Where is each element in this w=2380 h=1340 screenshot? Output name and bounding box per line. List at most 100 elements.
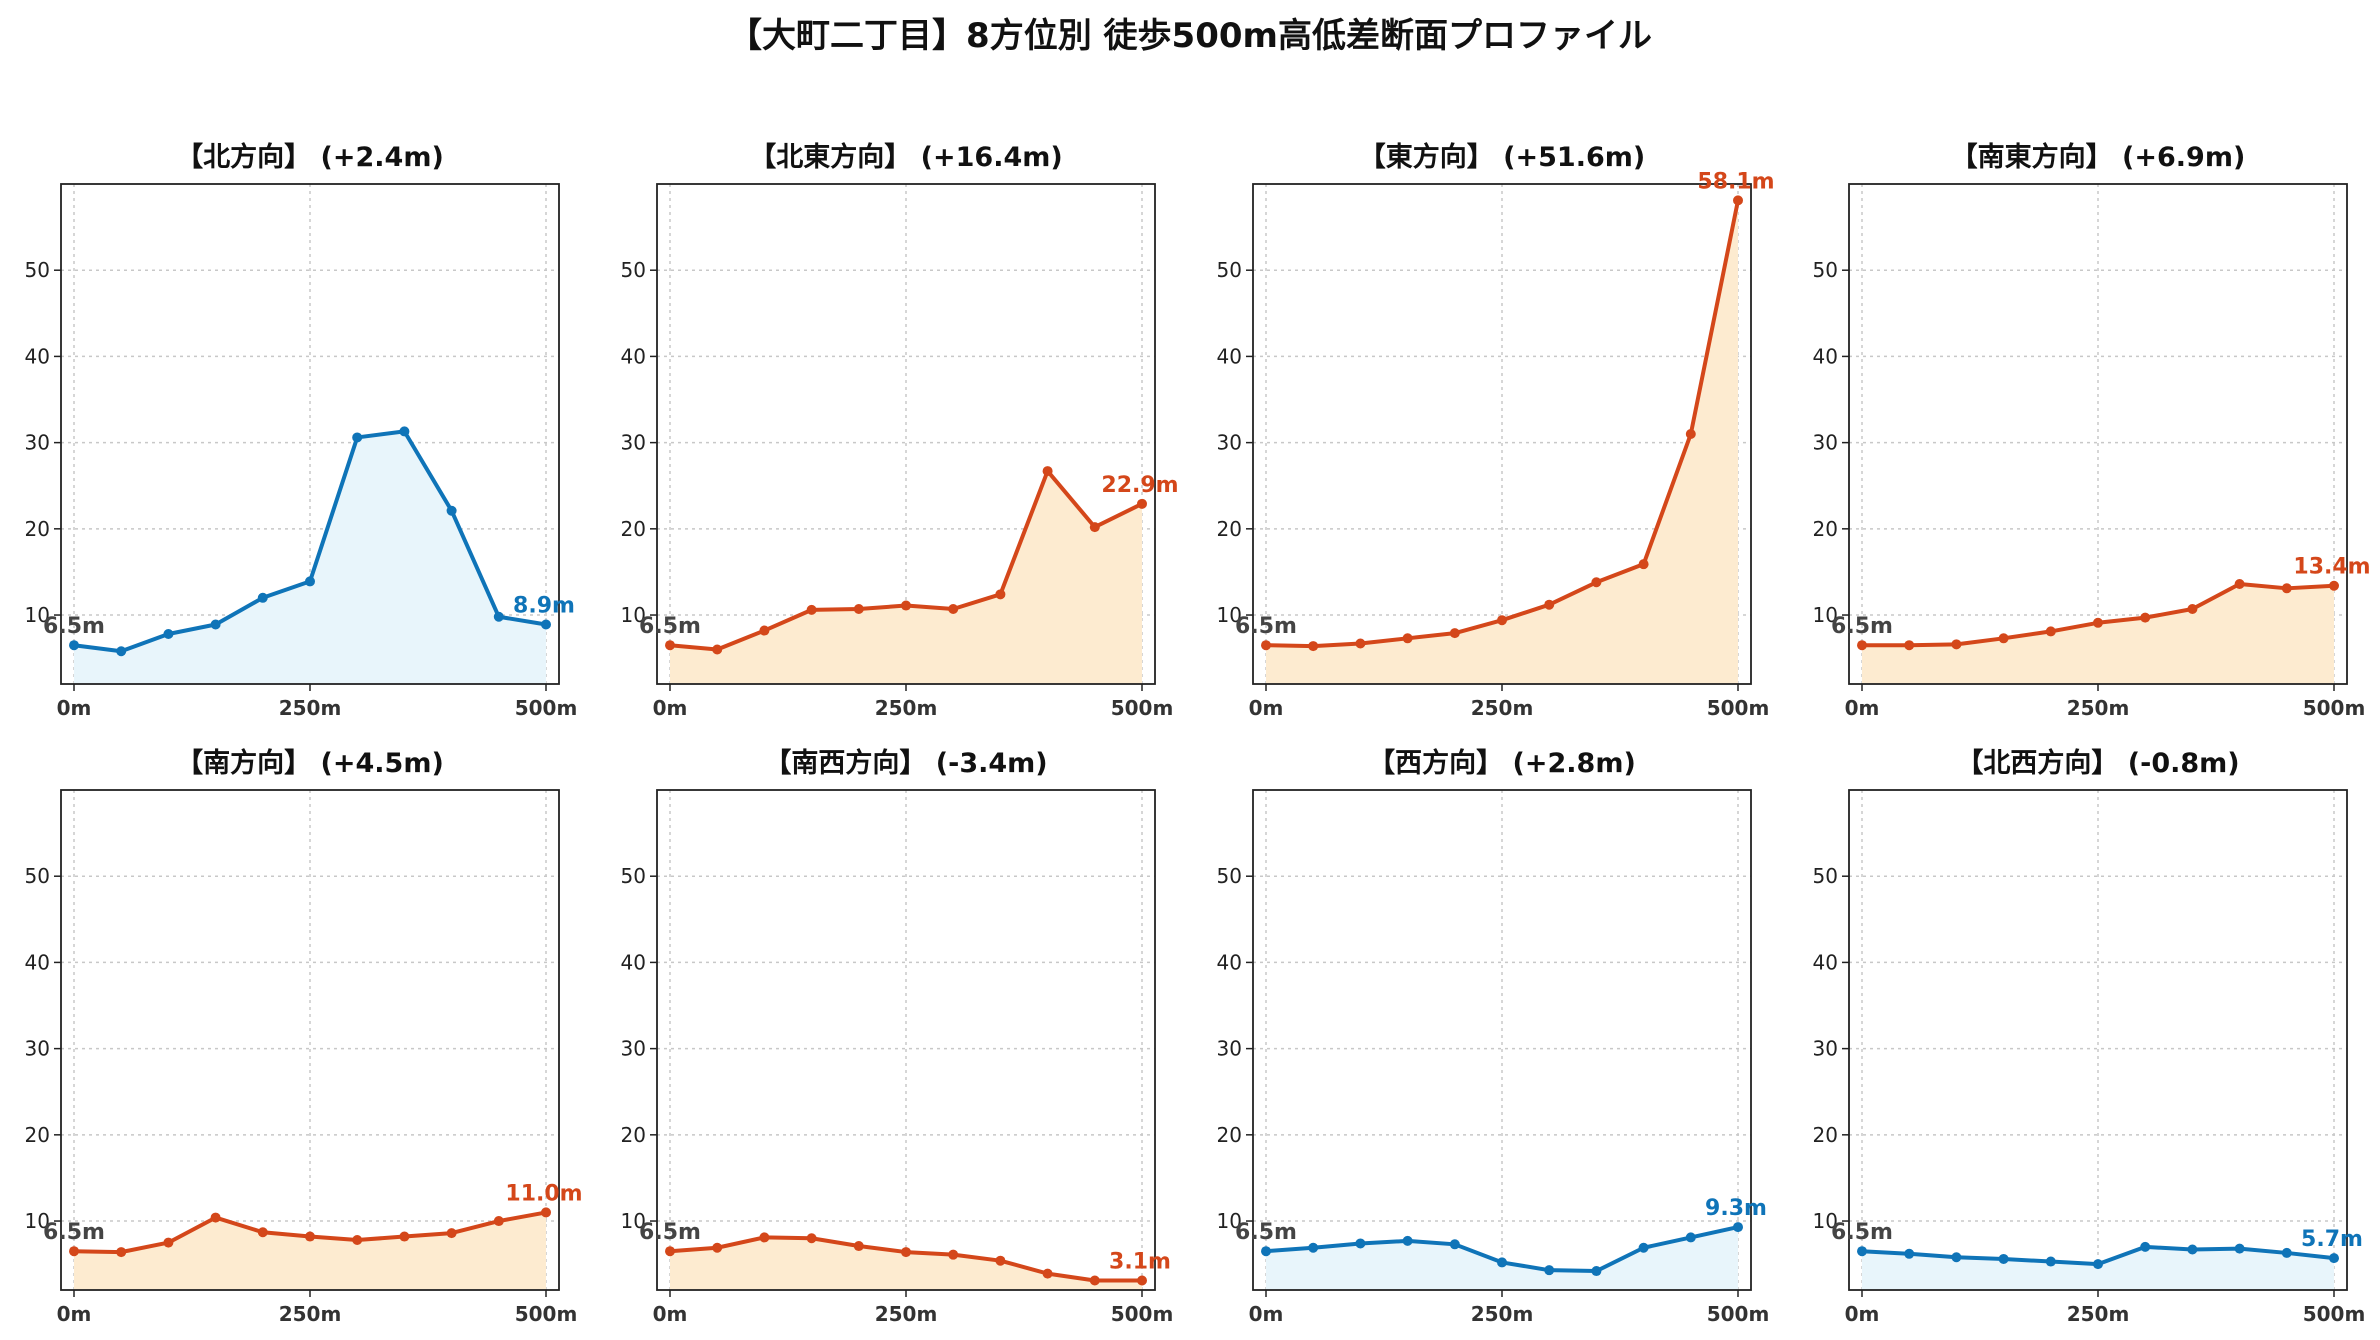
end-elevation-label: 11.0m: [505, 1181, 582, 1206]
data-point: [541, 1207, 551, 1218]
data-point: [1544, 599, 1555, 610]
start-elevation-label: 6.5m: [1235, 614, 1297, 639]
data-point: [446, 505, 457, 516]
y-tick-label: 10: [25, 603, 50, 627]
y-tick-label: 50: [1813, 864, 1838, 888]
data-point: [1261, 640, 1271, 651]
x-tick-label: 250m: [875, 1302, 938, 1326]
data-point: [1857, 640, 1867, 651]
data-point: [305, 1231, 315, 1242]
data-point: [1857, 1246, 1867, 1257]
start-elevation-label: 6.5m: [1831, 614, 1893, 639]
data-point: [665, 640, 675, 651]
data-point: [2045, 1256, 2056, 1267]
y-tick-label: 20: [1813, 517, 1838, 541]
data-point: [1355, 638, 1366, 649]
data-point: [2329, 580, 2339, 591]
data-point: [1733, 195, 1743, 206]
x-tick-label: 250m: [279, 696, 342, 720]
data-point: [210, 1212, 221, 1223]
data-point: [257, 592, 268, 603]
x-tick-label: 500m: [2303, 1302, 2366, 1326]
data-point: [1638, 1242, 1649, 1253]
data-point: [1638, 559, 1649, 570]
y-tick-label: 30: [621, 431, 646, 455]
start-elevation-label: 6.5m: [1235, 1220, 1297, 1245]
end-elevation-label: 9.3m: [1705, 1196, 1767, 1221]
data-point: [2140, 1241, 2151, 1252]
data-point: [257, 1227, 268, 1238]
data-point: [1544, 1265, 1555, 1276]
x-tick-label: 0m: [1845, 1302, 1880, 1326]
y-tick-label: 50: [1217, 864, 1242, 888]
data-point: [1308, 1242, 1319, 1253]
data-point: [163, 1237, 174, 1248]
plot-frame: [656, 183, 1156, 685]
x-tick-label: 500m: [1111, 1302, 1174, 1326]
data-point: [69, 640, 79, 651]
y-tick-label: 10: [1813, 1209, 1838, 1233]
data-point: [1497, 615, 1507, 626]
y-tick-label: 10: [621, 603, 646, 627]
end-elevation-label: 3.1m: [1109, 1250, 1171, 1275]
y-tick-label: 30: [25, 431, 50, 455]
plot-frame: [1252, 789, 1752, 1291]
panel-title: 【南西方向】 (-3.4m): [764, 747, 1047, 779]
y-tick-label: 30: [1813, 1037, 1838, 1061]
y-tick-label: 30: [621, 1037, 646, 1061]
data-point: [995, 589, 1006, 600]
data-point: [712, 644, 723, 655]
data-point: [1449, 628, 1460, 639]
x-tick-label: 250m: [1471, 696, 1534, 720]
data-point: [1591, 1266, 1602, 1277]
data-point: [1951, 639, 1962, 650]
data-point: [1685, 1232, 1696, 1243]
data-point: [2234, 1243, 2245, 1254]
x-tick-label: 500m: [2303, 696, 2366, 720]
data-point: [759, 1232, 770, 1243]
data-point: [69, 1246, 79, 1257]
y-tick-label: 40: [25, 344, 50, 368]
data-point: [806, 1233, 817, 1244]
y-tick-label: 40: [1813, 950, 1838, 974]
end-elevation-label: 5.7m: [2301, 1227, 2363, 1252]
y-tick-label: 50: [621, 864, 646, 888]
data-point: [2045, 626, 2056, 637]
start-elevation-label: 6.5m: [43, 614, 105, 639]
data-point: [2281, 583, 2292, 594]
x-tick-label: 0m: [57, 696, 92, 720]
data-point: [399, 1231, 410, 1242]
data-point: [1261, 1246, 1271, 1257]
y-tick-label: 30: [1813, 431, 1838, 455]
x-tick-label: 500m: [515, 696, 578, 720]
x-tick-label: 250m: [875, 696, 938, 720]
y-tick-label: 50: [1217, 258, 1242, 282]
data-point: [1685, 429, 1696, 439]
data-point: [901, 1247, 911, 1258]
x-tick-label: 500m: [515, 1302, 578, 1326]
y-tick-label: 10: [621, 1209, 646, 1233]
data-point: [2329, 1253, 2339, 1264]
plot-frame: [1848, 183, 2348, 685]
data-point: [116, 646, 127, 657]
y-tick-label: 30: [1217, 1037, 1242, 1061]
data-point: [210, 619, 221, 630]
data-point: [2187, 1244, 2198, 1255]
end-elevation-label: 13.4m: [2293, 555, 2370, 580]
data-point: [806, 604, 817, 615]
data-point: [352, 432, 363, 443]
x-tick-label: 0m: [57, 1302, 92, 1326]
data-point: [1733, 1222, 1743, 1233]
end-elevation-label: 8.9m: [513, 594, 575, 619]
data-point: [1402, 1235, 1413, 1246]
data-point: [1591, 577, 1602, 588]
end-elevation-label: 58.1m: [1697, 169, 1774, 194]
x-tick-label: 500m: [1707, 696, 1770, 720]
elevation-area: [74, 431, 546, 684]
x-tick-label: 250m: [2067, 1302, 2130, 1326]
y-tick-label: 20: [25, 517, 50, 541]
